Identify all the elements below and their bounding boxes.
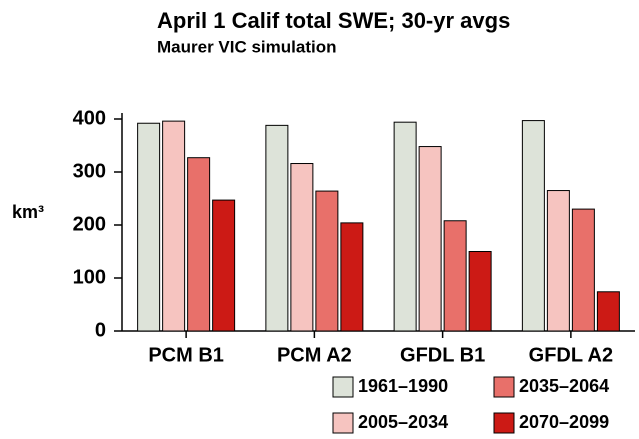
bar — [315, 190, 339, 332]
bar — [162, 120, 186, 332]
bar — [418, 146, 442, 332]
y-tick-label: 400 — [73, 107, 106, 129]
legend-swatch — [332, 376, 354, 398]
x-tick-label: GFDL B1 — [400, 344, 485, 366]
legend-label: 1961–1990 — [358, 376, 448, 396]
y-tick-label: 300 — [73, 160, 106, 182]
chart-title: April 1 Calif total SWE; 30-yr avgs — [157, 8, 510, 33]
bar — [443, 220, 467, 332]
x-tick-label: PCM A2 — [277, 344, 352, 366]
x-tick-label: PCM B1 — [148, 344, 224, 366]
y-tick-label: 0 — [95, 319, 106, 341]
bar — [340, 222, 364, 332]
bar — [187, 157, 211, 332]
bar — [137, 122, 161, 332]
bar — [521, 120, 545, 332]
legend-swatch — [493, 376, 515, 398]
bar — [212, 199, 236, 332]
bar — [571, 208, 595, 332]
bar — [468, 251, 492, 332]
bar — [546, 190, 570, 332]
legend-swatch — [493, 412, 515, 434]
y-tick-label: 200 — [73, 213, 106, 235]
legend-label: 2070–2099 — [519, 412, 609, 432]
bar — [290, 163, 314, 332]
legend-label: 2005–2034 — [358, 412, 448, 432]
legend-swatch — [332, 412, 354, 434]
bar — [393, 121, 417, 332]
chart-subtitle: Maurer VIC simulation — [157, 37, 336, 56]
y-axis-label: km³ — [12, 202, 44, 222]
legend-label: 2035–2064 — [519, 376, 609, 396]
bar — [265, 124, 289, 332]
y-tick-label: 100 — [73, 266, 106, 288]
bar — [596, 291, 620, 332]
x-tick-label: GFDL A2 — [529, 344, 613, 366]
